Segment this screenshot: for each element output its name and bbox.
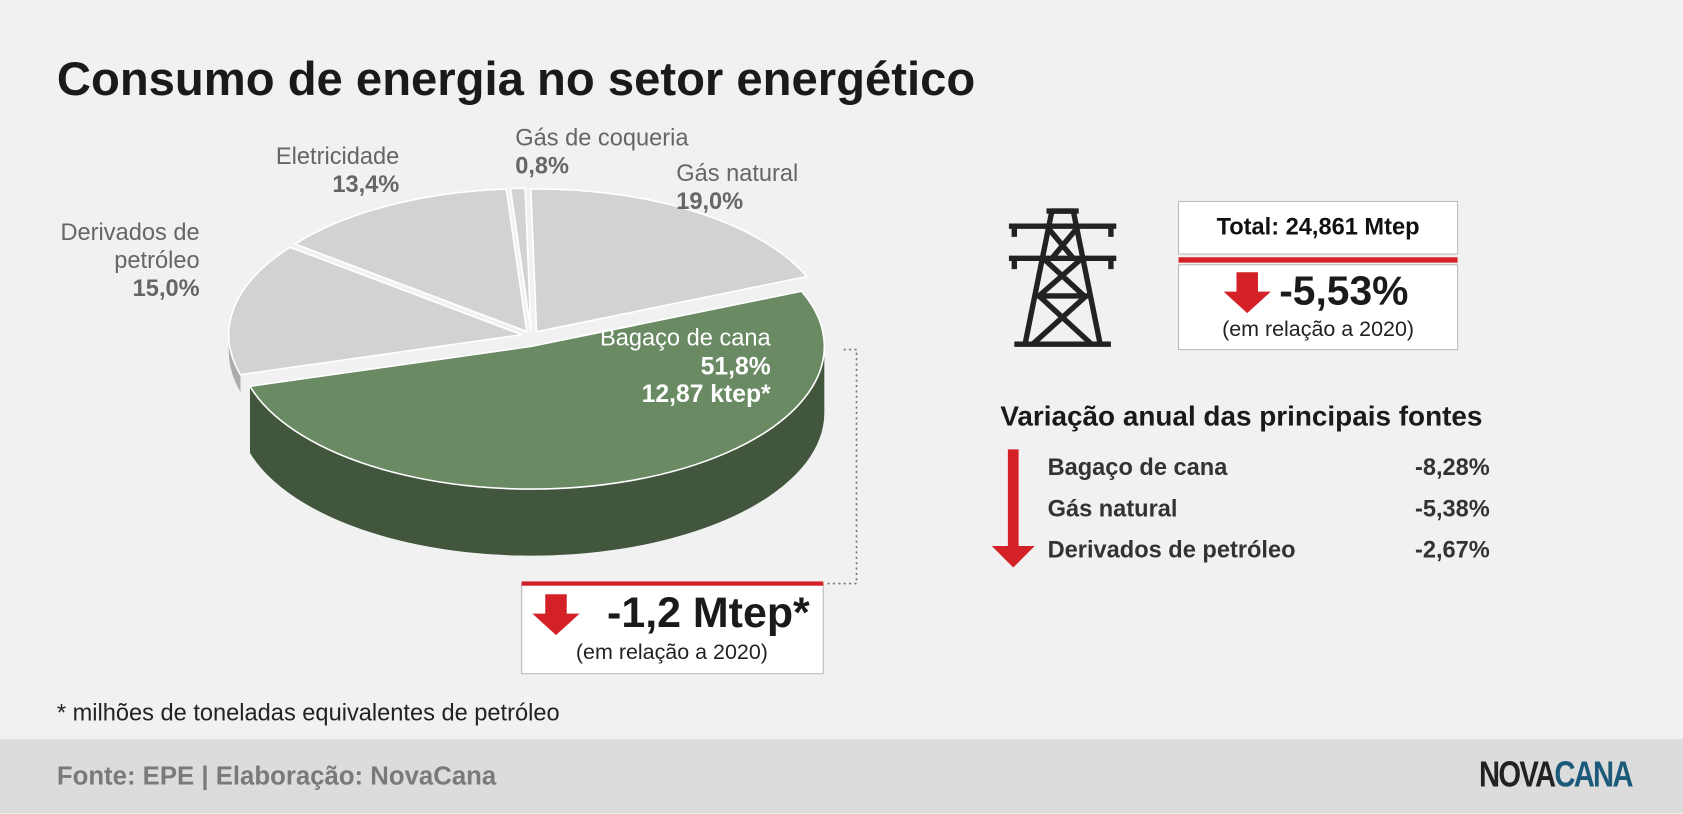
slice [509, 187, 532, 332]
slice [248, 290, 826, 490]
change-value: -1,2 Mtep* [607, 589, 810, 637]
value-label: 19,0% [676, 187, 744, 215]
label-block: Derivados de petróleo 15,0% [39, 218, 200, 303]
category-label: Eletricidade [275, 142, 400, 170]
change-box [521, 583, 824, 675]
label-block: Bagaço de cana 51,8% 12,87 ktep* [535, 324, 771, 408]
category-label: Gás natural [676, 159, 799, 187]
value-label: 0,8% [515, 152, 570, 179]
tower-icon [1008, 208, 1117, 347]
slice [530, 188, 809, 333]
row-value: -2,67% [1415, 538, 1490, 564]
logo-part: CANA [1554, 754, 1632, 795]
row-value: -8,28% [1415, 455, 1490, 481]
red-rule [521, 581, 824, 586]
logo-part: NOVA [1479, 754, 1555, 795]
row-name: Derivados de petróleo [1048, 538, 1296, 564]
category-label: Gás de coqueria [515, 124, 689, 152]
row-name: Gás natural [1048, 496, 1178, 522]
variation-rows: Bagaço de cana -8,28% Gás natural -5,38% Der… [1048, 455, 1490, 564]
down-arrow [1223, 272, 1271, 314]
annotation: 12,87 ktep* [641, 379, 771, 408]
total-note: (em relação a 2020) [1222, 317, 1414, 341]
variation-title: Variação anual das principais fontes [1000, 401, 1482, 432]
source: Fonte: EPE | Elaboração: NovaCana [57, 763, 497, 791]
total-change: -5,53% [1279, 268, 1408, 314]
down-arrow [532, 594, 580, 636]
total-label: Total: 24,861 Mtep [1217, 215, 1420, 241]
label-block: Eletricidade 13,4% [185, 142, 400, 198]
value-label: 15,0% [132, 274, 200, 302]
label-block: Gás natural 19,0% [676, 160, 891, 216]
value-label: 13,4% [332, 170, 400, 198]
category-label: Derivados de petróleo [60, 218, 200, 274]
footnote: * milhões de toneladas equivalentes de p… [57, 701, 560, 727]
connector [824, 348, 858, 585]
row-value: -5,38% [1415, 496, 1490, 522]
chart-title: Consumo de energia no setor energético [57, 53, 975, 106]
value-label: 51,8% [700, 351, 771, 380]
slice-side [249, 346, 825, 556]
total-box [1177, 200, 1459, 255]
change-note: (em relação a 2020) [576, 640, 768, 664]
category-label: Bagaço de cana [599, 323, 771, 351]
footer-band [0, 739, 1683, 814]
slice [227, 246, 523, 376]
total-change-box [1177, 264, 1459, 351]
slice [293, 188, 528, 333]
label-block: Gás de coqueria 0,8% [515, 124, 751, 180]
row-name: Bagaço de cana [1048, 455, 1229, 481]
red-rule [1178, 257, 1458, 263]
logo: NOVACANA [1479, 754, 1633, 795]
long-down-arrow [991, 449, 1035, 568]
